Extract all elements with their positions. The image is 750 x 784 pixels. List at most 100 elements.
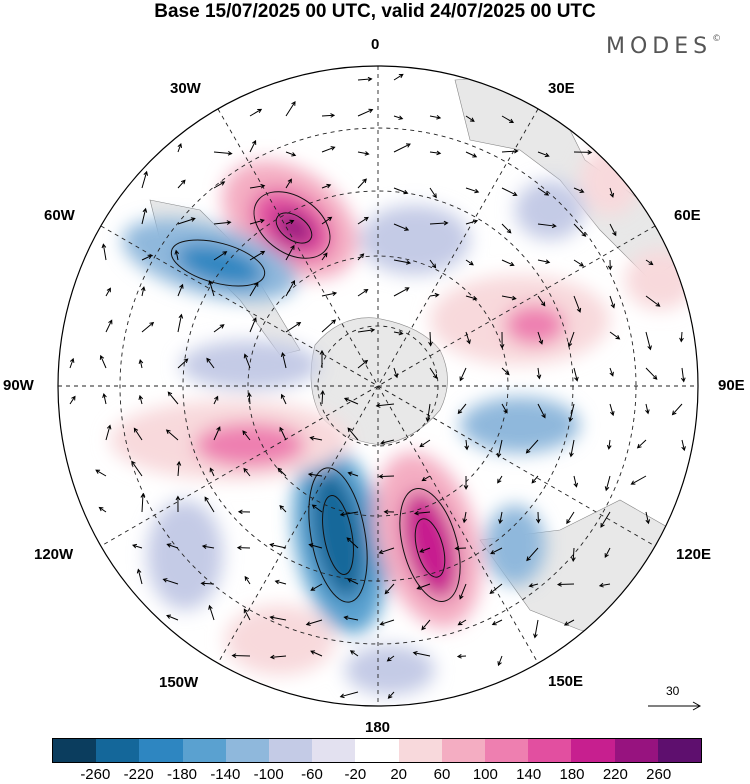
wind-arrow bbox=[375, 403, 395, 408]
colorbar-tick-label: -260 bbox=[80, 766, 111, 783]
wind-arrow bbox=[499, 331, 505, 349]
colorbar-tick-label: 220 bbox=[602, 766, 628, 783]
wind-arrow bbox=[566, 511, 575, 525]
wind-arrow bbox=[498, 511, 503, 525]
wind-arrow bbox=[204, 496, 215, 513]
wind-arrow bbox=[309, 435, 323, 441]
brand-logo: MODES© bbox=[606, 34, 722, 59]
wind-arrow bbox=[462, 511, 468, 524]
wind-arrow bbox=[679, 331, 684, 343]
wind-arrow bbox=[573, 149, 593, 155]
wind-arrow bbox=[501, 187, 518, 196]
colorbar-tick-label: -100 bbox=[253, 766, 284, 783]
wind-arrow bbox=[213, 395, 219, 405]
wind-arrow bbox=[133, 427, 143, 441]
reference-vector-label: 30 bbox=[666, 684, 680, 698]
wind-arrow bbox=[308, 543, 323, 549]
lon-label-150w: 150W bbox=[159, 674, 199, 691]
wind-arrow bbox=[393, 223, 410, 231]
colorbar-swatch bbox=[225, 739, 270, 762]
wind-arrow bbox=[569, 439, 575, 458]
wind-arrow bbox=[528, 583, 539, 588]
graticule bbox=[58, 66, 698, 706]
wind-arrow bbox=[421, 475, 431, 482]
wind-arrow bbox=[274, 579, 287, 585]
wind-arrow bbox=[175, 495, 181, 513]
colorbar-tick-label: -180 bbox=[166, 766, 198, 783]
wind-arrow bbox=[465, 331, 471, 345]
wind-arrow bbox=[343, 397, 359, 405]
wind-arrow bbox=[425, 403, 431, 423]
wind-arrow bbox=[305, 619, 323, 626]
wind-arrow bbox=[347, 578, 359, 585]
wind-arrow bbox=[573, 259, 585, 267]
wind-arrow bbox=[357, 288, 369, 297]
colorbar-swatch bbox=[182, 739, 226, 762]
wind-arrow bbox=[536, 367, 542, 380]
colorbar-swatch bbox=[485, 739, 529, 762]
wind-arrow bbox=[428, 331, 433, 347]
wind-arrow bbox=[412, 650, 431, 657]
wind-arrow bbox=[347, 471, 359, 477]
wind-arrow bbox=[429, 115, 442, 120]
wind-arrow bbox=[413, 510, 431, 516]
wind-arrow bbox=[321, 319, 337, 333]
wind-arrow bbox=[343, 615, 359, 621]
wind-arrow bbox=[568, 403, 575, 423]
wind-arrow bbox=[208, 604, 215, 621]
wind-arrow bbox=[429, 220, 449, 226]
wind-arrow bbox=[419, 547, 431, 553]
wind-arrow bbox=[105, 287, 111, 297]
wind-arrow bbox=[174, 249, 180, 261]
lon-label-60w: 60W bbox=[44, 207, 75, 224]
wind-arrow bbox=[465, 219, 479, 225]
wind-arrow bbox=[243, 353, 251, 369]
wind-arrow bbox=[429, 367, 438, 380]
lon-label-30w: 30W bbox=[170, 80, 201, 97]
wind-arrow bbox=[279, 426, 287, 441]
colorbar-swatch bbox=[53, 739, 97, 762]
wind-arrow bbox=[384, 583, 395, 595]
wind-arrow bbox=[537, 151, 550, 158]
wind-arrow bbox=[609, 223, 617, 237]
wind-arrow bbox=[166, 543, 179, 549]
wind-arrow bbox=[311, 504, 323, 513]
wind-arrow bbox=[213, 150, 233, 156]
wind-arrow bbox=[501, 148, 519, 154]
wind-arrow bbox=[465, 115, 475, 122]
wind-arrow bbox=[131, 543, 143, 549]
wind-arrow bbox=[429, 150, 442, 156]
wind-arrow bbox=[249, 218, 265, 225]
wind-arrow bbox=[416, 583, 431, 590]
wind-arrow bbox=[393, 259, 412, 265]
wind-arrow bbox=[244, 575, 251, 585]
wind-arrow bbox=[501, 223, 512, 234]
wind-arrow bbox=[604, 547, 611, 559]
wind-arrow bbox=[525, 439, 539, 454]
wind-arrow bbox=[213, 324, 225, 333]
wind-arrow bbox=[571, 547, 576, 562]
wind-vectors bbox=[69, 73, 686, 699]
wind-arrow bbox=[563, 619, 575, 626]
wind-arrow bbox=[177, 143, 182, 153]
wind-arrow bbox=[213, 220, 232, 225]
wind-arrow bbox=[645, 259, 654, 266]
wind-arrow bbox=[101, 243, 107, 261]
wind-arrow bbox=[457, 619, 467, 626]
wind-arrow bbox=[349, 650, 359, 657]
colorbar-tick-label: 20 bbox=[390, 766, 407, 783]
colorbar bbox=[52, 738, 702, 763]
lon-label-90w: 90W bbox=[3, 377, 34, 394]
wind-arrow bbox=[501, 115, 515, 124]
wind-arrow bbox=[213, 426, 221, 441]
wind-arrow bbox=[247, 392, 252, 405]
lon-label-90e: 90E bbox=[718, 377, 745, 394]
wind-arrow bbox=[459, 367, 467, 382]
wind-arrow bbox=[357, 216, 369, 225]
lon-label-120e: 120E bbox=[676, 546, 712, 563]
wind-arrow bbox=[598, 582, 611, 588]
wind-arrow bbox=[237, 509, 251, 515]
wind-arrow bbox=[680, 367, 686, 383]
wind-arrow bbox=[573, 475, 579, 488]
wind-arrow bbox=[213, 181, 226, 189]
